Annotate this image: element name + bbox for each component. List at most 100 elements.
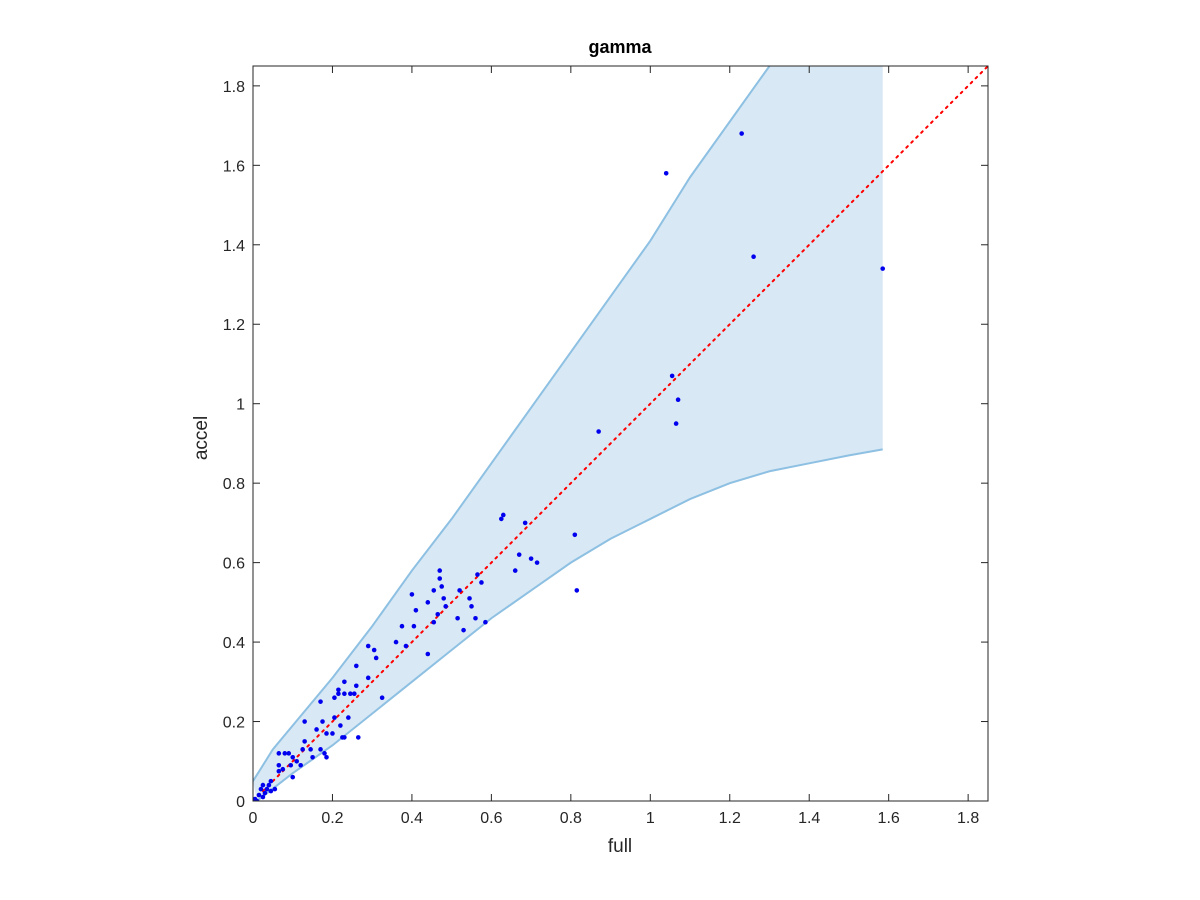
data-point [324,731,329,736]
data-point [528,556,534,561]
y-axis-label: accel [191,416,212,460]
confidence-band-area [253,66,883,801]
data-point [675,397,681,403]
x-tick-label: 0.4 [401,810,423,827]
data-point [574,588,580,593]
data-point [282,751,288,756]
data-point [353,663,359,669]
data-point [431,588,437,593]
data-point [365,675,371,681]
data-point [268,778,274,784]
data-point [669,373,675,379]
y-tick-label: 0.8 [223,476,245,493]
data-point [455,615,460,621]
data-point [663,170,669,176]
data-point [286,751,292,756]
data-point [461,627,466,633]
data-point [522,520,528,526]
x-tick-label: 1 [646,810,655,827]
y-tick-label: 1.4 [223,238,245,255]
data-point [298,762,303,768]
data-point [751,254,756,260]
data-point [294,758,300,764]
data-point [439,584,445,589]
x-tick-label: 0.6 [480,810,502,827]
data-point [399,623,405,629]
chart-title: gamma [588,37,652,57]
data-point [276,762,282,768]
data-point [330,731,335,736]
data-point [393,639,399,645]
data-point [739,131,744,136]
data-point [425,600,431,605]
data-point [500,512,506,518]
data-point [409,592,415,597]
data-point [272,786,278,792]
data-point [318,699,323,704]
confidence-band-upper-edge [253,66,771,782]
data-point [475,572,480,577]
data-point [320,719,325,724]
data-point [264,786,270,792]
data-point [254,798,260,801]
data-point [322,751,327,756]
data-point [338,723,343,728]
data-point [268,788,274,794]
data-point [469,604,474,609]
x-tick-label: 1.8 [957,810,979,827]
confidence-band-layer [253,66,883,801]
data-point [403,643,409,649]
data-point [340,735,345,740]
data-point [314,727,319,732]
data-point [260,782,266,788]
data-point [499,516,504,522]
data-point [336,691,341,697]
data-point [880,266,886,271]
data-point [516,552,522,557]
data-point [280,766,286,772]
data-point [534,560,540,565]
y-tick-label: 1.2 [223,317,245,334]
y-tick-label: 0.6 [223,556,245,573]
y-tick-label: 0.2 [223,715,245,732]
data-point [276,768,282,774]
data-point [596,429,601,434]
data-point [413,607,419,613]
data-point [348,691,353,697]
x-axis-label: full [608,836,632,857]
data-point [346,715,351,720]
data-point [512,568,518,573]
confidence-band-lower-edge [256,448,883,801]
data-point [572,532,578,538]
data-point [373,655,379,661]
data-point [473,615,478,621]
data-point [300,747,305,752]
y-tick-label: 0 [236,794,245,811]
data-point [276,751,282,756]
data-point [256,792,262,798]
data-point [290,754,296,760]
data-point [371,647,377,653]
x-tick-label: 0.8 [560,810,582,827]
identity-line [253,66,988,801]
data-point [355,735,361,740]
data-point [324,754,329,760]
data-point [332,695,337,701]
data-point [479,580,484,585]
data-point [379,695,385,701]
data-point [266,782,272,788]
data-point [332,715,337,720]
data-point [673,421,679,426]
y-tick-label: 1 [236,397,245,414]
data-point [457,588,462,593]
axes-layer: 0 0.2 0.4 0.6 0.8 1 1.2 1.4 1.6 1.8 0 0.2 0.4 0.6 0.8 1… [223,65,989,827]
data-point [352,691,357,697]
data-point [336,687,341,693]
data-point [342,679,347,685]
data-point [318,747,323,752]
data-point [365,643,371,649]
data-point [483,619,488,625]
data-point [310,754,315,760]
